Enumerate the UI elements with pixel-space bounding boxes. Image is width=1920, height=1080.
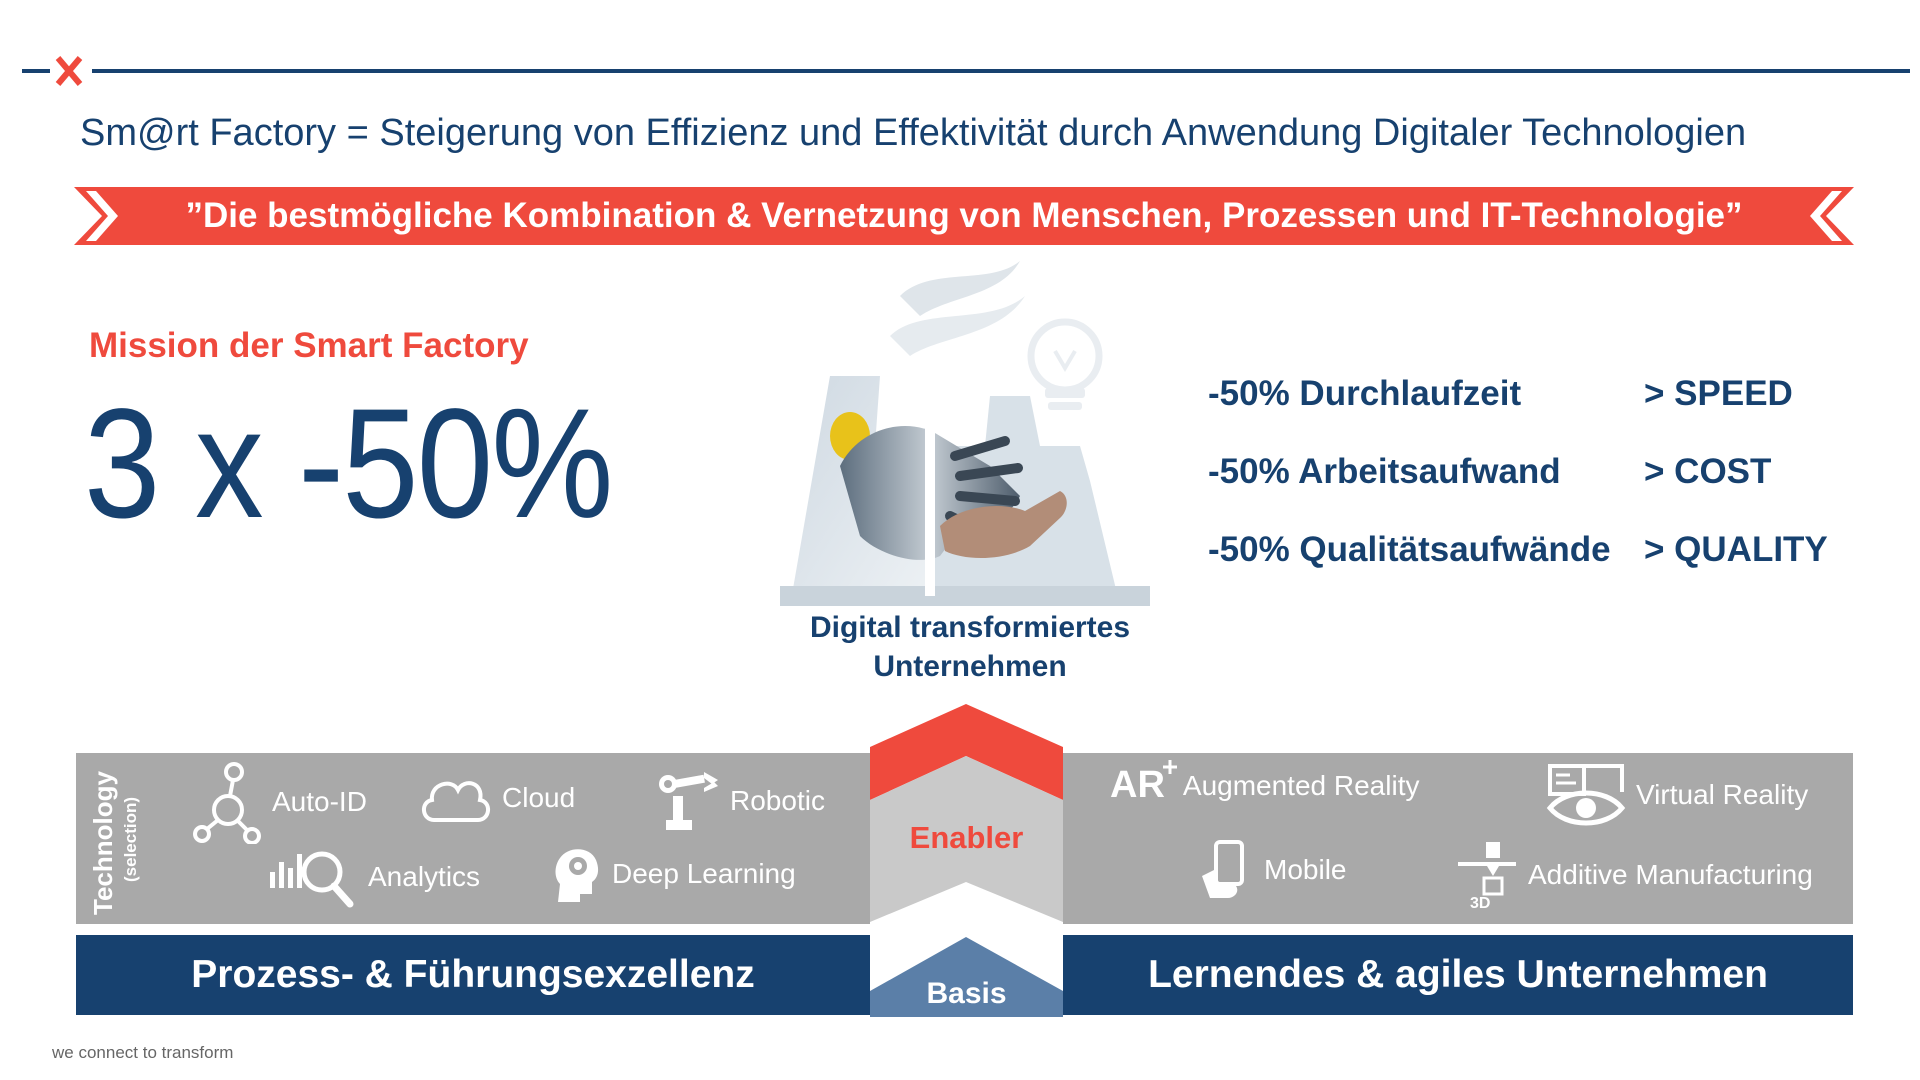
footer-tagline: we connect to transform xyxy=(52,1043,234,1062)
factory-label: Digital transformiertes Unternehmen xyxy=(760,608,1180,686)
header-rule xyxy=(92,69,1910,73)
technology-label: Technology xyxy=(88,770,118,915)
3d-printer-icon: 3D xyxy=(1458,842,1516,910)
tech-analytics-label: Analytics xyxy=(368,861,481,892)
tech-virtual-reality: Virtual Reality xyxy=(1546,762,1808,828)
tech-deep-learning-label: Deep Learning xyxy=(612,858,796,889)
tech-robotic: Robotic xyxy=(656,770,825,832)
factory-label-line-2: Unternehmen xyxy=(873,650,1067,683)
tech-ar-label: Augmented Reality xyxy=(1182,769,1420,801)
vr-eye-icon xyxy=(1546,764,1626,826)
technology-vertical-label: Technology (selection) xyxy=(88,770,140,915)
pillar-right: Lernendes & agiles Unternehmen xyxy=(1063,935,1853,1015)
page-title: Sm@rt Factory = Steigerung von Effizienz… xyxy=(80,112,1747,154)
metric-label: -50% Qualitätsaufwände xyxy=(1208,530,1611,569)
tech-auto-id: Auto-ID xyxy=(192,760,367,844)
mission-label: Mission der Smart Factory xyxy=(89,326,529,365)
tech-analytics: Analytics xyxy=(268,842,480,912)
enabler-label: Enabler xyxy=(909,820,1024,855)
technology-sublabel: (selection) xyxy=(121,797,140,882)
tech-mobile-label: Mobile xyxy=(1264,854,1347,885)
tech-auto-id-label: Auto-ID xyxy=(272,786,367,817)
tech-robotic-label: Robotic xyxy=(730,785,825,816)
metric-label: -50% Arbeitsaufwand xyxy=(1208,452,1561,491)
metric-target: > SPEED xyxy=(1644,374,1793,413)
company-logo xyxy=(22,56,83,86)
ar-badge: AR xyxy=(1110,764,1165,806)
pillar-left: Prozess- & Führungsexzellenz xyxy=(76,935,870,1015)
tech-cloud: Cloud xyxy=(418,772,575,824)
banner-quote: ”Die bestmögliche Kombination & Vernetzu… xyxy=(185,196,1743,235)
brain-gear-icon xyxy=(555,849,599,902)
network-node-icon xyxy=(193,762,261,844)
tech-vr-label: Virtual Reality xyxy=(1636,779,1809,810)
enabler-basis-chevron xyxy=(870,704,1063,1017)
technology-bar-right xyxy=(1063,753,1853,924)
ar-icon: AR xyxy=(1110,760,1177,807)
mobile-hand-icon xyxy=(1202,840,1244,898)
additive-3d-badge: 3D xyxy=(1470,895,1490,910)
factory-illustration xyxy=(780,261,1150,606)
cloud-icon xyxy=(422,781,490,822)
robot-arm-icon xyxy=(659,772,718,830)
plus-icon xyxy=(1162,760,1177,774)
metric-label: -50% Durchlaufzeit xyxy=(1208,374,1522,413)
metric-target: > COST xyxy=(1644,452,1772,491)
tech-additive-manufacturing: 3D Additive Manufacturing xyxy=(1456,840,1813,910)
mission-value: 3 x -50% xyxy=(84,377,613,551)
basis-label: Basis xyxy=(926,977,1007,1010)
metric-target: > QUALITY xyxy=(1644,530,1828,569)
tech-mobile: Mobile xyxy=(1200,840,1346,900)
tech-augmented-reality: AR Augmented Reality xyxy=(1110,760,1420,807)
analytics-magnifier-icon xyxy=(270,851,354,908)
tech-deep-learning: Deep Learning xyxy=(552,844,796,904)
tech-additive-label: Additive Manufacturing xyxy=(1528,859,1813,890)
tech-cloud-label: Cloud xyxy=(502,782,576,813)
factory-label-line-1: Digital transformiertes xyxy=(809,611,1131,644)
quote-banner xyxy=(74,187,1854,245)
